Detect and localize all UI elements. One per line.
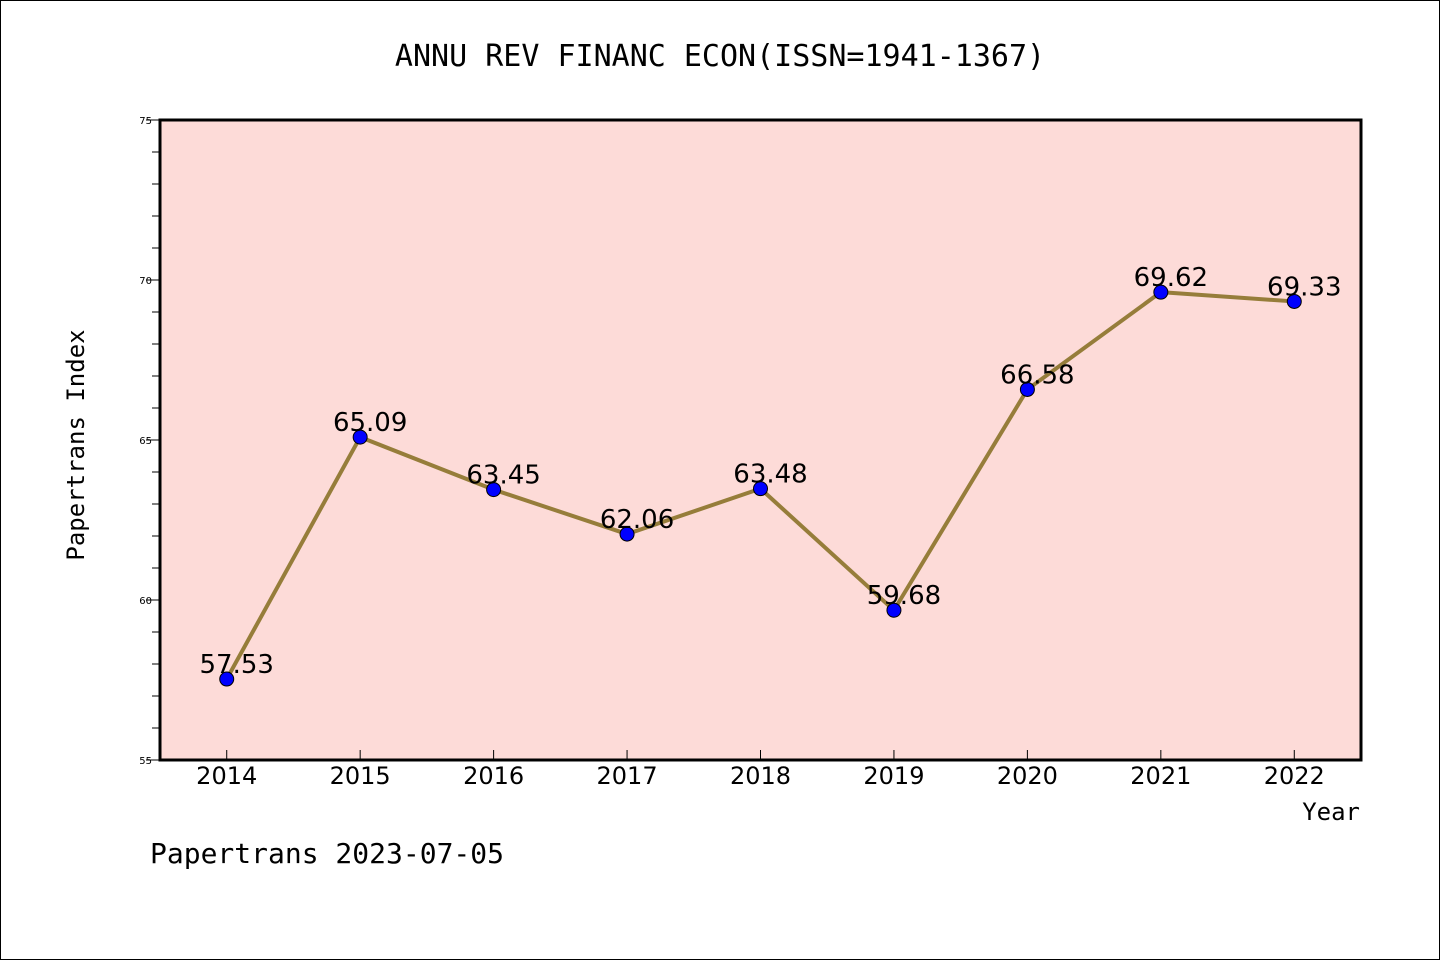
plot-area (160, 120, 1361, 760)
x-axis: 2014 2015 2016 2017 2018 2019 2020 2021 2022 (196, 750, 1325, 790)
footer-text: Papertrans 2023-07-05 (150, 837, 504, 870)
data-point (219, 671, 235, 687)
y-axis: 55 60 65 70 75 (139, 116, 160, 767)
x-axis-label: Year (1302, 798, 1360, 826)
y-tick-label: 55 (139, 756, 152, 767)
chart-title: ANNU REV FINANC ECON(ISSN=1941-1367) (395, 39, 1045, 74)
y-axis-label: Papertrans Index (62, 329, 90, 560)
x-tick-label: 2018 (730, 762, 791, 790)
data-label: 66.58 (1000, 360, 1074, 390)
data-label: 59.68 (867, 581, 941, 611)
data-label: 57.53 (200, 650, 274, 680)
x-tick-label: 2019 (863, 762, 924, 790)
x-tick-label: 2016 (463, 762, 524, 790)
x-tick-label: 2014 (196, 762, 257, 790)
x-tick-label: 2015 (330, 762, 391, 790)
data-point (886, 602, 902, 618)
y-tick-label: 70 (139, 276, 152, 287)
data-label: 65.09 (333, 408, 407, 438)
x-tick-label: 2021 (1130, 762, 1191, 790)
data-label: 69.33 (1267, 272, 1341, 302)
data-label: 63.45 (466, 461, 540, 491)
data-point (1286, 293, 1302, 309)
x-tick-label: 2017 (597, 762, 658, 790)
plot-border (158, 118, 1363, 762)
data-point (619, 526, 635, 542)
data-point (1153, 284, 1169, 300)
data-label: 62.06 (600, 505, 674, 535)
data-point (1019, 381, 1035, 397)
x-tick-label: 2022 (1264, 762, 1325, 790)
y-tick-label: 65 (139, 436, 152, 447)
data-point (753, 481, 768, 497)
data-label: 63.48 (733, 460, 807, 490)
data-point (352, 429, 368, 445)
data-point (486, 482, 502, 498)
data-series: 57.53 65.09 63.45 62.06 63.48 59.68 66.58 69.62… (200, 263, 1341, 687)
data-label: 69.62 (1134, 263, 1208, 293)
y-tick-label: 75 (139, 116, 152, 127)
x-tick-label: 2020 (997, 762, 1058, 790)
y-tick-label: 60 (139, 596, 152, 607)
